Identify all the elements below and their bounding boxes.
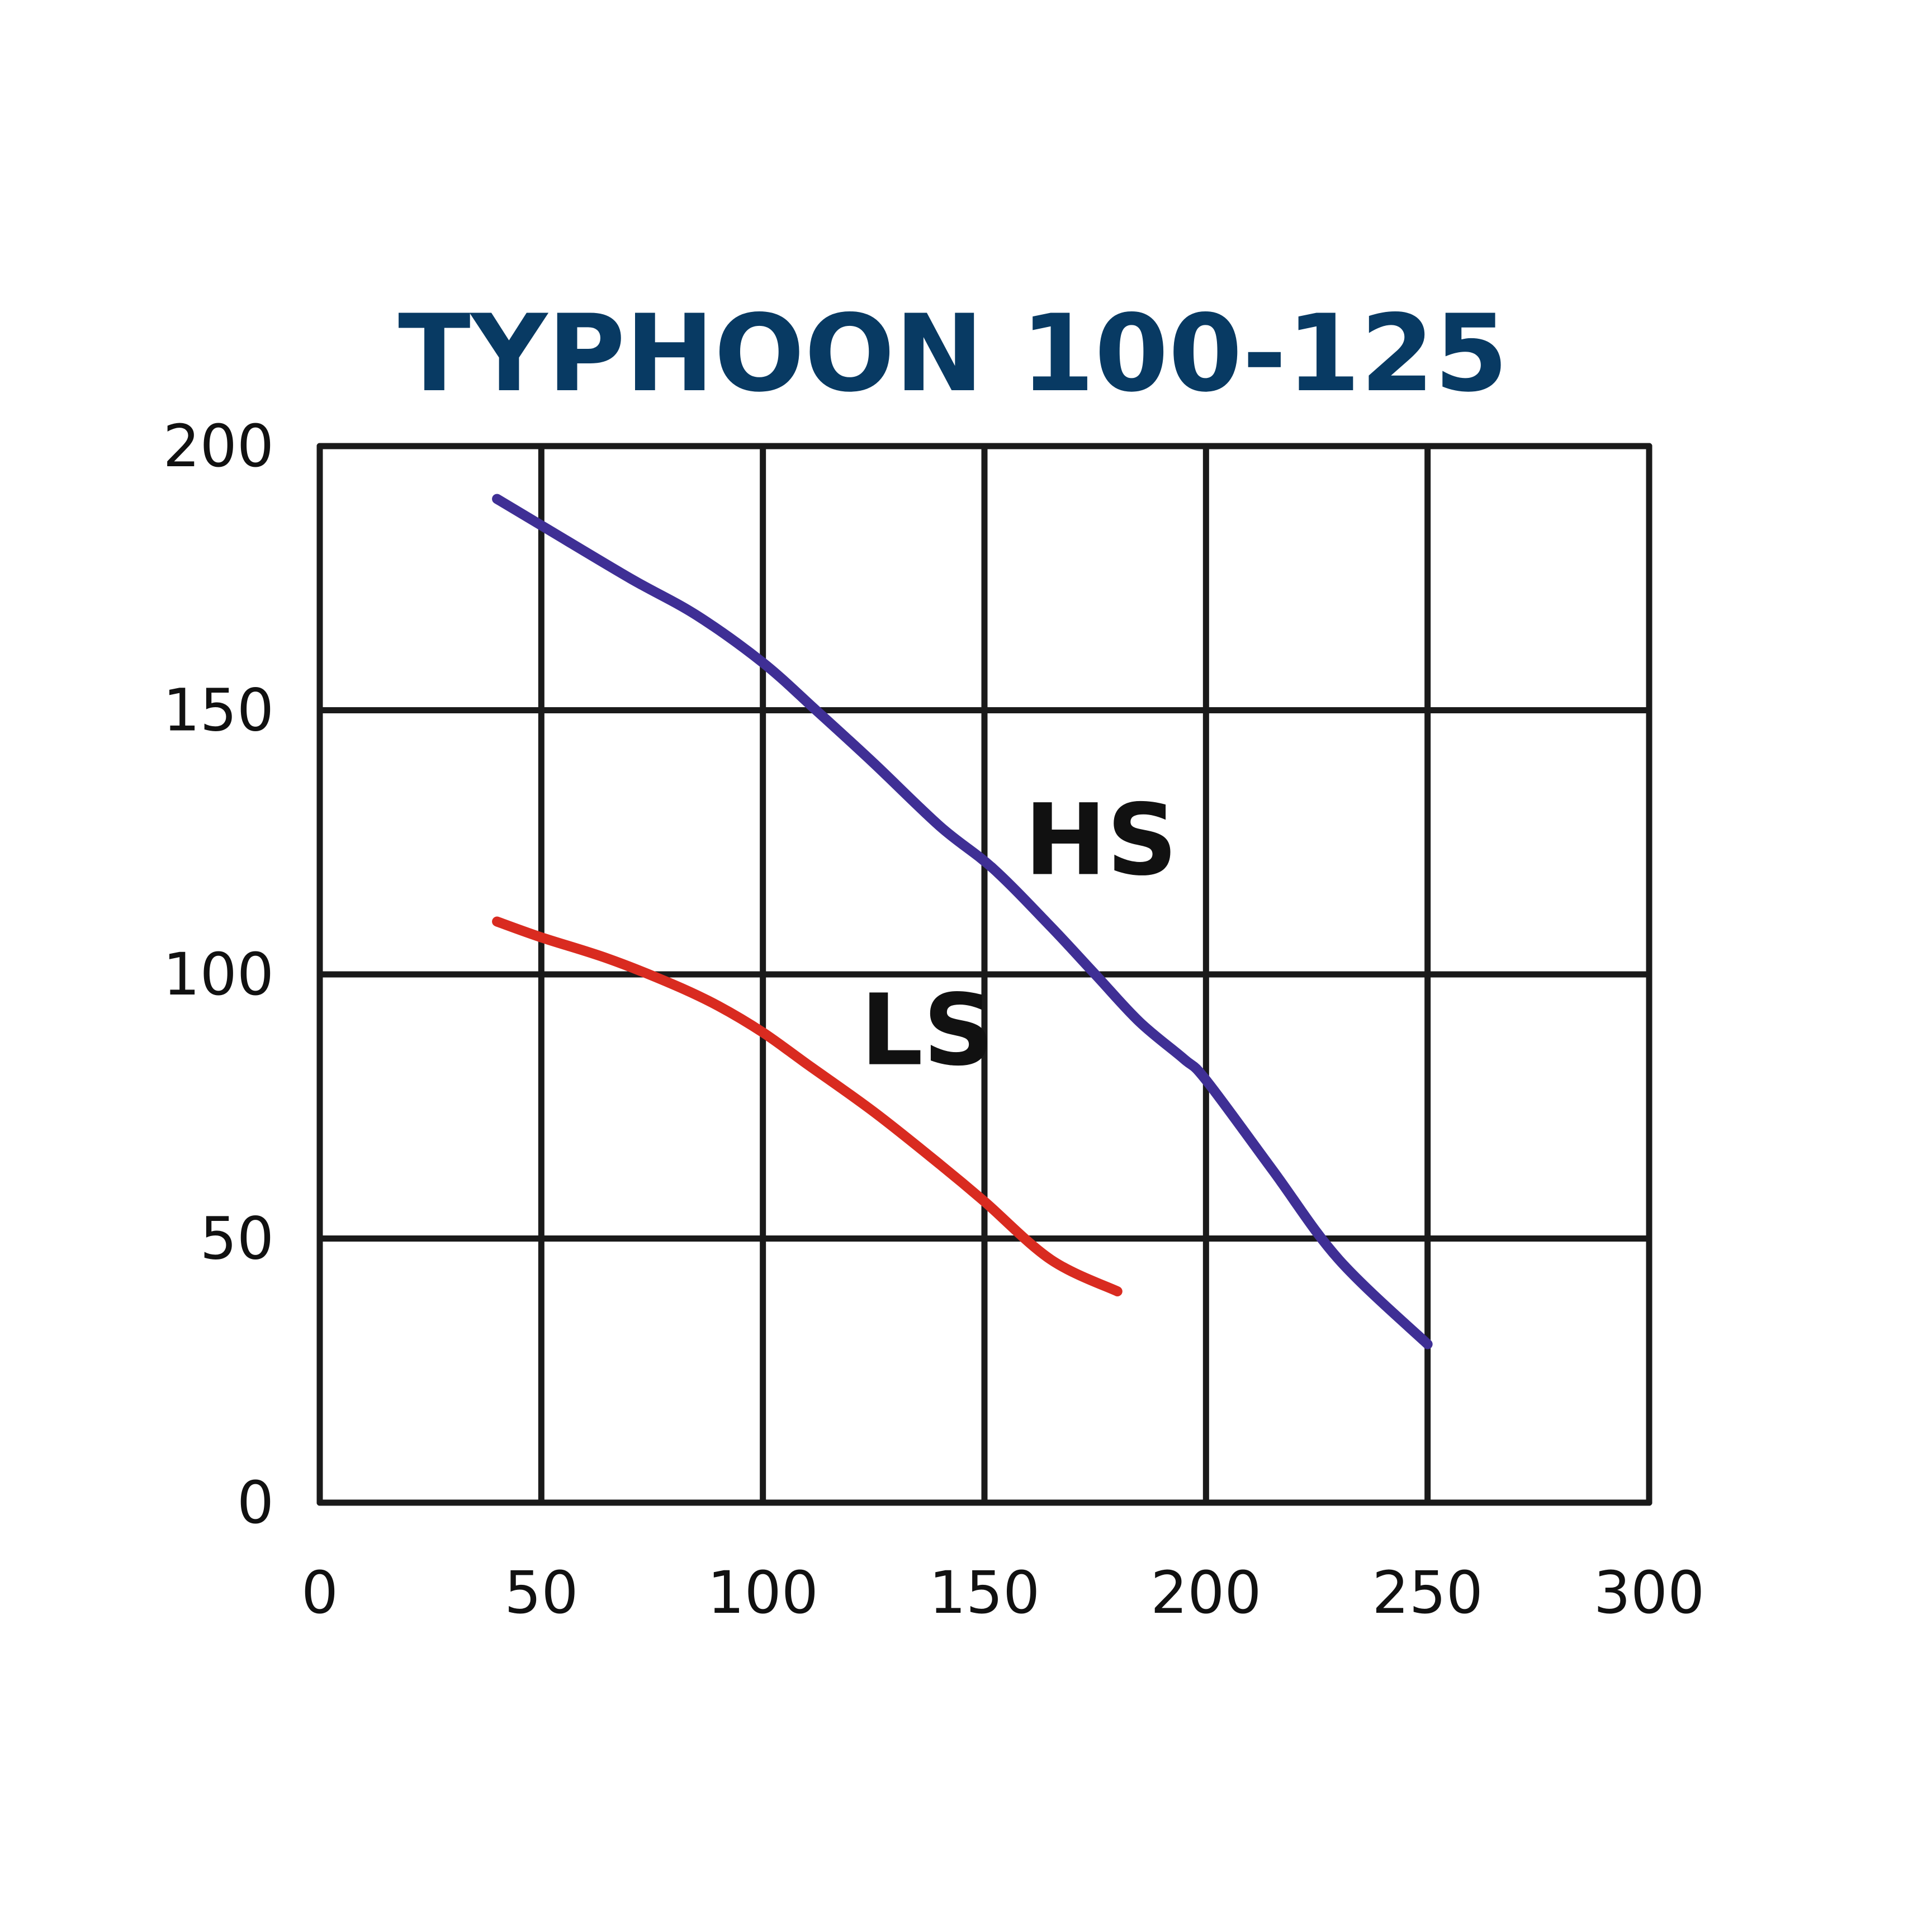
x-tick-label: 200 — [1150, 1559, 1262, 1627]
x-tick-label: 50 — [504, 1559, 578, 1627]
x-tick-label: 100 — [707, 1559, 818, 1627]
x-tick-label: 250 — [1372, 1559, 1483, 1627]
y-tick-label: 100 — [163, 940, 274, 1008]
series-label-hs: HS — [1024, 783, 1177, 897]
grid — [316, 443, 1652, 1506]
y-tick-label: 0 — [237, 1469, 274, 1537]
x-axis-ticks: 0 50 100 150 200 250 300 — [301, 1559, 1704, 1627]
x-tick-label: 150 — [929, 1559, 1040, 1627]
series-annotations: HS LS — [860, 783, 1177, 1087]
y-tick-label: 50 — [200, 1205, 274, 1273]
chart-title: TYPHOON 100-125 — [398, 292, 1508, 415]
series-label-ls: LS — [860, 973, 994, 1088]
series-line-ls — [492, 916, 1123, 1296]
y-axis-ticks: 0 50 100 150 200 — [163, 412, 274, 1537]
y-tick-label: 200 — [163, 412, 274, 480]
x-tick-label: 300 — [1594, 1559, 1705, 1627]
series-line-hs — [492, 494, 1433, 1349]
x-tick-label: 0 — [301, 1559, 338, 1627]
series-lines — [492, 494, 1433, 1349]
y-tick-label: 150 — [163, 676, 274, 745]
